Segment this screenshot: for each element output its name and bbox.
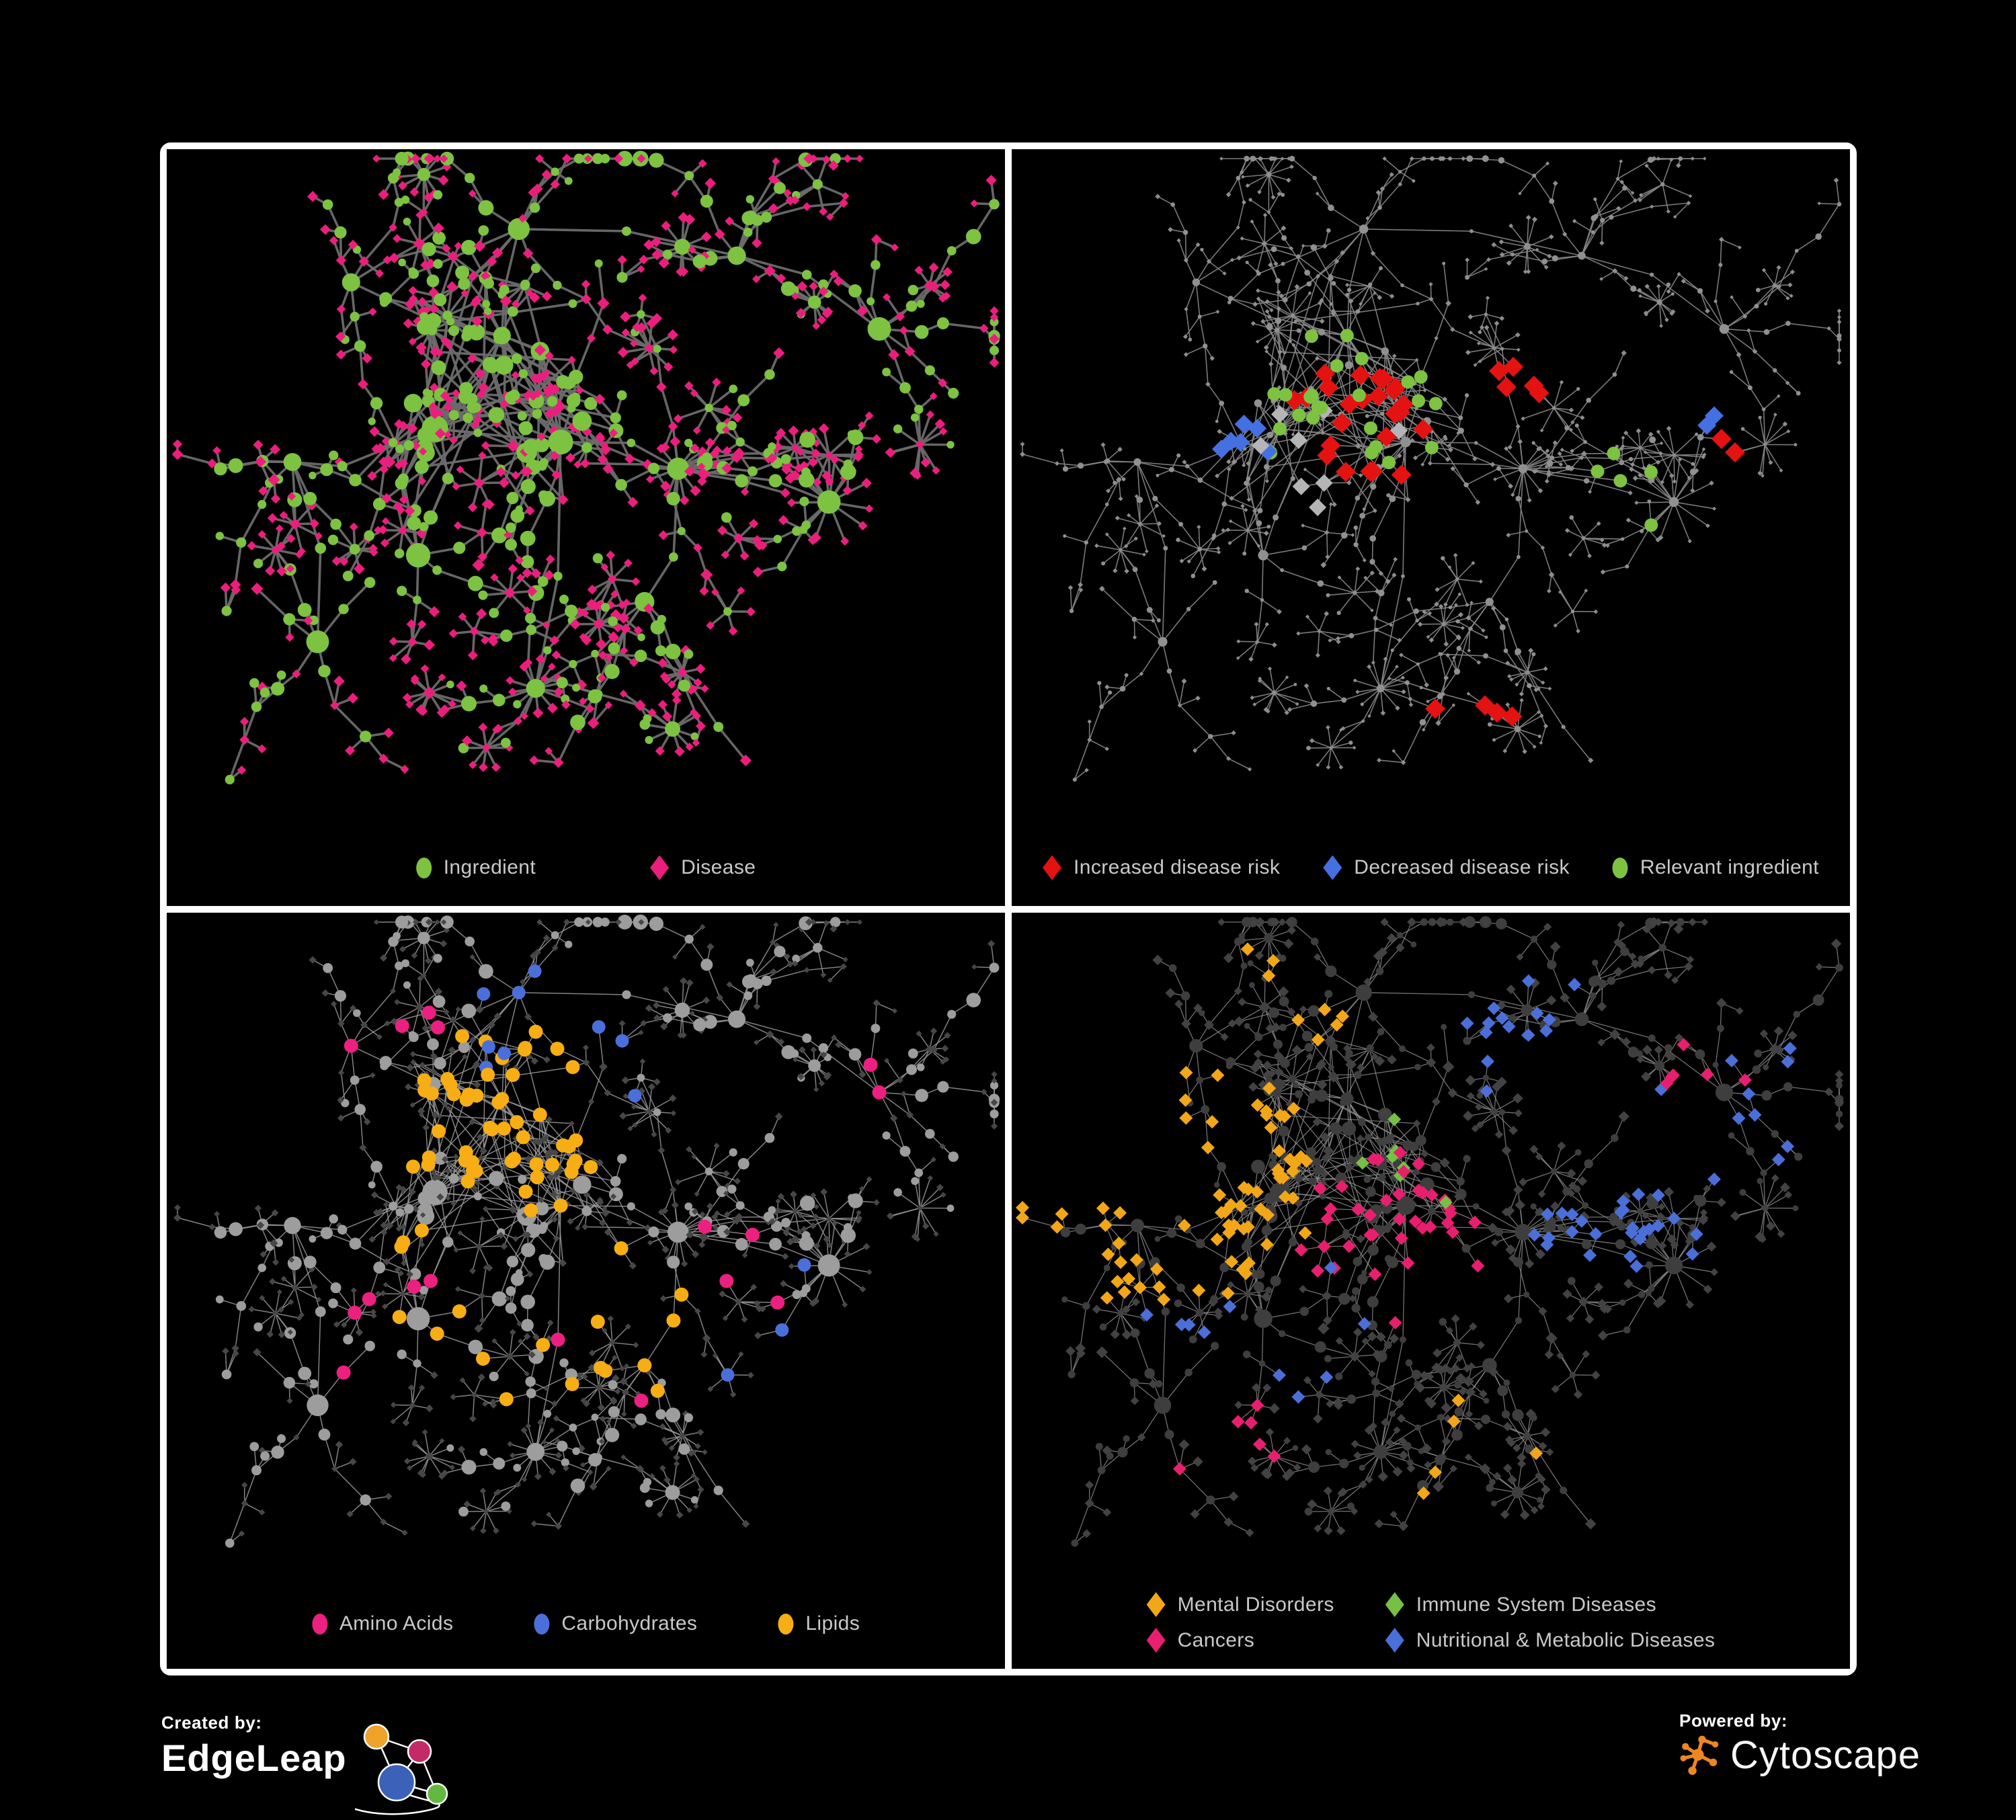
panel-disease-classes: Mental Disorders Immune System Diseases Ca… [1012, 913, 1850, 1669]
edges-layer [1022, 159, 1839, 780]
diamond-marker-icon [1385, 1592, 1404, 1617]
legend-item: Relevant ingredient [1613, 856, 1819, 879]
circle-marker-icon [1613, 858, 1628, 878]
cytoscape-logo-icon [1679, 1733, 1724, 1778]
legend-item: Ingredient [416, 856, 536, 879]
legend-item: Nutritional & Metabolic Diseases [1385, 1628, 1716, 1653]
circle-marker-icon [312, 1614, 327, 1635]
legend-label: Amino Acids [339, 1612, 453, 1635]
panel-grid: Ingredient Disease Increased disease risk… [160, 142, 1857, 1676]
panel-ingredient-classes: Amino Acids Carbohydrates Lipids [167, 913, 1005, 1669]
circle-marker-icon [416, 858, 432, 878]
edges-layer [177, 922, 994, 1543]
legend-label: Immune System Diseases [1416, 1594, 1656, 1616]
network-graph-ingredient-classes [167, 913, 1005, 1669]
circle-marker-icon [778, 1614, 793, 1635]
powered-by-label: Powered by: [1679, 1710, 1975, 1731]
legend-disease-classes: Mental Disorders Immune System Diseases Ca… [1147, 1592, 1716, 1653]
credit-edgeleap: Created by: EdgeLeap [161, 1712, 484, 1820]
legend-item: Decreased disease risk [1323, 856, 1570, 880]
legend-ingredient-disease: Ingredient Disease [416, 856, 756, 880]
network-graph-disease-classes [1012, 913, 1850, 1669]
circle-marker-icon [534, 1614, 549, 1635]
legend-item: Carbohydrates [534, 1612, 697, 1635]
edgeleap-logo-icon [355, 1716, 476, 1817]
diamond-marker-icon [1323, 856, 1342, 880]
legend-item: Disease [650, 856, 756, 880]
legend-label: Nutritional & Metabolic Diseases [1416, 1629, 1716, 1652]
legend-label: Decreased disease risk [1354, 856, 1570, 879]
network-graph-ingredient-disease [167, 149, 1005, 906]
nodes-layer [1020, 155, 1842, 782]
diamond-marker-icon [1147, 1592, 1166, 1617]
diamond-marker-icon [1043, 856, 1061, 880]
legend-item: Mental Disorders [1147, 1592, 1334, 1617]
edges-layer [177, 159, 994, 780]
cytoscape-wordmark: Cytoscape [1730, 1733, 1921, 1778]
legend-item: Immune System Diseases [1385, 1592, 1716, 1617]
legend-label: Relevant ingredient [1640, 856, 1819, 879]
legend-label: Cancers [1178, 1629, 1255, 1652]
diamond-marker-icon [650, 856, 669, 880]
legend-disease-risk: Increased disease risk Decreased disease … [1043, 856, 1819, 880]
legend-label: Mental Disorders [1178, 1594, 1334, 1616]
panel-disease-risk: Increased disease risk Decreased disease … [1012, 149, 1850, 906]
legend-item: Amino Acids [312, 1612, 453, 1635]
legend-ingredient-classes: Amino Acids Carbohydrates Lipids [312, 1612, 860, 1635]
legend-item: Cancers [1147, 1628, 1334, 1653]
legend-label: Disease [681, 856, 756, 879]
credit-cytoscape: Powered by: Cytoscape [1679, 1710, 1975, 1798]
panel-ingredient-disease: Ingredient Disease [167, 149, 1005, 906]
legend-item: Increased disease risk [1043, 856, 1280, 880]
legend-item: Lipids [778, 1612, 860, 1635]
legend-label: Increased disease risk [1074, 856, 1280, 879]
diamond-marker-icon [1147, 1628, 1166, 1653]
legend-label: Ingredient [444, 856, 536, 879]
network-graph-disease-risk [1012, 149, 1850, 906]
diamond-marker-icon [1385, 1628, 1404, 1653]
legend-label: Lipids [805, 1612, 860, 1635]
legend-label: Carbohydrates [561, 1612, 697, 1635]
